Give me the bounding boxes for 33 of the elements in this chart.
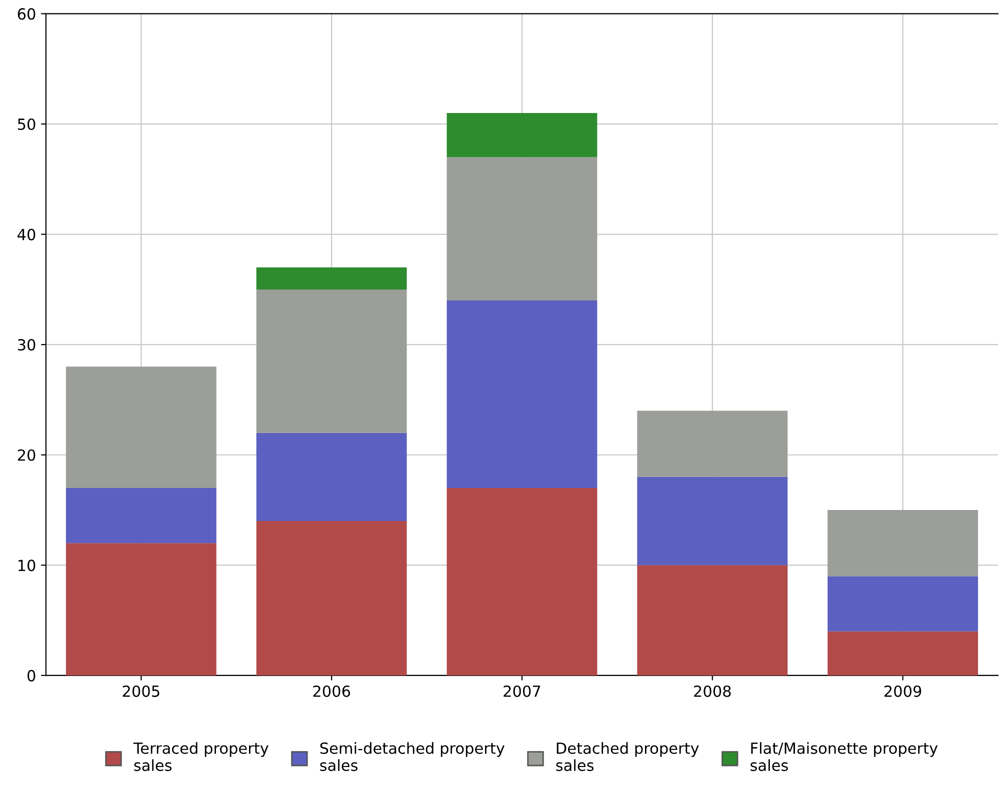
bar — [66, 543, 216, 676]
bar — [256, 267, 407, 290]
bar — [256, 521, 407, 676]
y-tick-label: 30 — [18, 339, 36, 351]
x-tick-label: 2005 — [122, 685, 160, 698]
bar — [637, 410, 788, 477]
bar — [446, 157, 598, 300]
bar — [828, 510, 978, 576]
bar — [66, 366, 216, 488]
legend-label: Semi-detached property sales — [320, 742, 504, 772]
bar — [637, 565, 788, 676]
bar — [446, 488, 598, 676]
bar — [828, 631, 978, 676]
bar — [256, 432, 407, 522]
x-tick-label: 2006 — [313, 685, 350, 698]
bar — [637, 476, 788, 566]
bar — [66, 488, 216, 544]
y-tick-label: 40 — [18, 228, 36, 240]
x-tick-label: 2009 — [884, 685, 922, 698]
legend-label: Terraced property sales — [133, 742, 268, 772]
x-tick-label: 2008 — [694, 685, 731, 698]
y-tick-label: 10 — [18, 560, 36, 572]
bar — [446, 112, 598, 158]
legend-label: Detached property sales — [556, 742, 699, 772]
y-tick-label: 60 — [18, 8, 36, 20]
y-tick-label: 20 — [18, 449, 36, 461]
y-tick-label: 50 — [18, 118, 36, 130]
bar — [446, 300, 598, 488]
bar — [828, 576, 978, 632]
bar — [256, 289, 407, 433]
x-tick-label: 2007 — [504, 685, 540, 698]
legend-label: Flat/Maisonette property sales — [750, 742, 938, 772]
y-tick-label: 0 — [28, 670, 36, 682]
